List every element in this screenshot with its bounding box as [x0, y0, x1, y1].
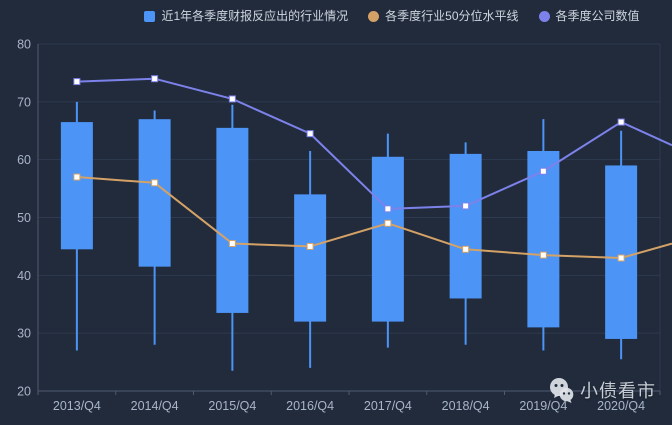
legend-item-percentile-line[interactable]: 各季度行业50分位水平线: [368, 9, 519, 23]
company-line-point-2018-q4[interactable]: [462, 202, 470, 210]
legend-circle-icon-percentile: [368, 10, 380, 22]
company-line-point-2017-q4[interactable]: [384, 205, 392, 213]
legend-label-company-line: 各季度公司数值: [555, 9, 640, 23]
percentile-line-point-2018-q4[interactable]: [462, 245, 470, 253]
x-tick-label-2019-q4: 2019/Q4: [519, 399, 567, 413]
percentile-line-point-2015-q4[interactable]: [228, 240, 236, 248]
percentile-line-point-2019-q4[interactable]: [539, 251, 547, 259]
legend-item-company-line[interactable]: 各季度公司数值: [538, 9, 640, 23]
legend-circle-icon-company: [538, 10, 550, 22]
x-tick-label-2013-q4: 2013/Q4: [53, 399, 101, 413]
company-line-point-2016-q4[interactable]: [306, 130, 314, 138]
candle-body-2015-q4[interactable]: [216, 127, 249, 313]
x-tick-label-2015-q4: 2015/Q4: [208, 399, 256, 413]
percentile-line-point-2020-q4[interactable]: [617, 254, 625, 262]
candle-body-2014-q4[interactable]: [138, 119, 171, 267]
legend-item-industry-box[interactable]: 近1年各季度财报反应出的行业情况: [144, 9, 348, 23]
x-tick-label-2020-q4: 2020/Q4: [597, 399, 645, 413]
company-line-point-2013-q4[interactable]: [73, 78, 81, 86]
percentile-line-point-2016-q4[interactable]: [306, 242, 314, 250]
legend-label-percentile-line: 各季度行业50分位水平线: [385, 9, 519, 23]
candle-body-2020-q4[interactable]: [605, 165, 638, 339]
candle-body-2013-q4[interactable]: [60, 122, 93, 250]
x-tick-label-2016-q4: 2016/Q4: [286, 399, 334, 413]
company-line-point-2020-q4[interactable]: [617, 118, 625, 126]
y-tick-label-30: 30: [17, 327, 31, 341]
candle-body-2018-q4[interactable]: [449, 153, 482, 299]
legend-square-icon: [144, 10, 156, 22]
percentile-line-point-2014-q4[interactable]: [151, 179, 159, 187]
candle-body-2016-q4[interactable]: [294, 194, 327, 322]
company-line-point-2019-q4[interactable]: [539, 167, 547, 175]
company-line-point-2014-q4[interactable]: [151, 75, 159, 83]
y-tick-label-70: 70: [17, 95, 31, 109]
y-tick-label-20: 20: [17, 385, 31, 399]
x-tick-label-2014-q4: 2014/Q4: [131, 399, 179, 413]
y-tick-label-50: 50: [17, 211, 31, 225]
percentile-line-point-2013-q4[interactable]: [73, 173, 81, 181]
percentile-line-point-2017-q4[interactable]: [384, 219, 392, 227]
chart-legend: 近1年各季度财报反应出的行业情况 各季度行业50分位水平线 各季度公司数值: [56, 9, 672, 23]
y-tick-label-40: 40: [17, 269, 31, 283]
company-line-point-2015-q4[interactable]: [228, 95, 236, 103]
candle-body-2017-q4[interactable]: [371, 156, 404, 322]
candle-body-2019-q4[interactable]: [527, 150, 560, 328]
x-tick-label-2018-q4: 2018/Q4: [442, 399, 490, 413]
x-tick-label-2017-q4: 2017/Q4: [364, 399, 412, 413]
y-tick-label-80: 80: [17, 38, 31, 52]
y-tick-label-60: 60: [17, 153, 31, 167]
legend-label-industry-box: 近1年各季度财报反应出的行业情况: [161, 9, 349, 23]
